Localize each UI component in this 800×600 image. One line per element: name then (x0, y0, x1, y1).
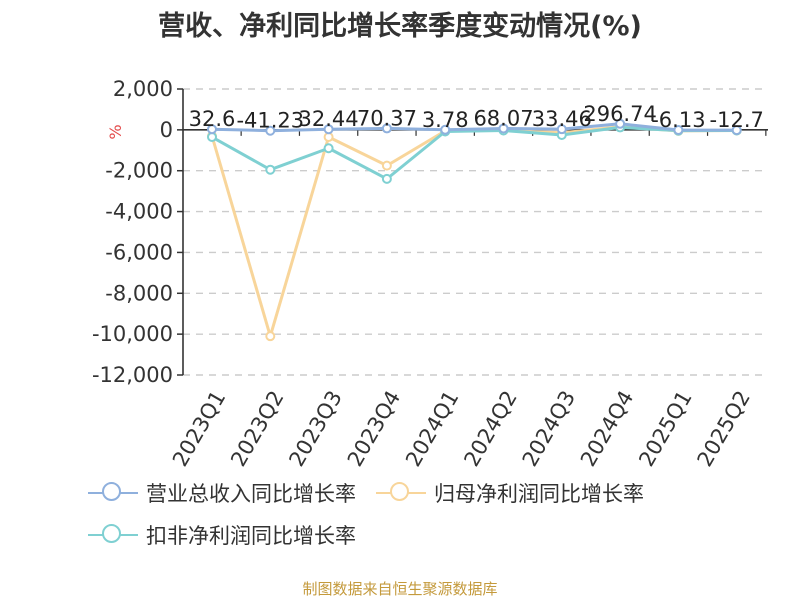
legend-item-revenue[interactable]: 营业总收入同比增长率 (88, 478, 356, 508)
data-label: 33.46 (532, 107, 592, 131)
x-tick-label: 2025Q2 (693, 387, 755, 471)
point-revenue (673, 124, 684, 135)
y-tick-labels: 2,000 0 -2,000 -4,000 -6,000 -8,000 -10,000 -12… (92, 77, 173, 387)
source-note: 制图数据来自恒生聚源数据库 (302, 580, 498, 598)
data-label: 32.6 (189, 107, 236, 131)
data-label: 32.44 (299, 107, 359, 131)
legend-label-deducted-net-profit: 扣非净利润同比增长率 (146, 524, 356, 548)
point-revenue (265, 125, 276, 136)
legend-row-1: 营业总收入同比增长率 归母净利润同比增长率 (88, 478, 664, 508)
legend-item-net-profit[interactable]: 归母净利润同比增长率 (376, 478, 644, 508)
legend-row-2: 扣非净利润同比增长率 (88, 520, 376, 550)
x-tick-label: 2024Q1 (401, 387, 463, 471)
point-revenue (498, 123, 509, 134)
point-revenue (556, 124, 567, 135)
data-label: -12.7 (710, 108, 764, 132)
point-revenue (381, 123, 392, 134)
grid-lines (183, 88, 768, 376)
series-line-deducted-net-profit (211, 125, 737, 181)
data-label: 70.37 (357, 106, 417, 130)
data-label: 3.78 (422, 108, 469, 132)
data-label: -6.13 (651, 108, 705, 132)
point-net-profit (323, 132, 334, 143)
point-revenue (207, 124, 217, 135)
data-label: 296.74 (583, 102, 656, 126)
point-deducted-net-profit (323, 143, 334, 154)
x-tick-label: 2025Q1 (634, 387, 696, 471)
x-tick-label: 2023Q1 (168, 387, 230, 471)
legend-swatch-net-profit (376, 480, 426, 506)
point-deducted-net-profit (207, 132, 217, 143)
y-tick-label: -2,000 (105, 159, 173, 183)
x-tick-label: 2023Q2 (226, 387, 288, 471)
series-line-net-profit (210, 125, 737, 338)
data-label: -41.23 (236, 109, 304, 133)
point-revenue (440, 124, 451, 135)
point-revenue (731, 125, 742, 136)
x-tick-label: 2023Q3 (284, 387, 346, 471)
point-deducted-net-profit (381, 173, 392, 184)
data-label: 68.07 (473, 106, 533, 130)
y-tick-label: -12,000 (92, 363, 173, 387)
x-tick-label: 2023Q4 (343, 387, 405, 471)
y-tick-label: -6,000 (105, 240, 173, 264)
y-tick-label: -10,000 (92, 322, 173, 346)
legend-item-deducted-net-profit[interactable]: 扣非净利润同比增长率 (88, 520, 356, 550)
y-tick-label: -8,000 (105, 281, 173, 305)
point-net-profit (381, 160, 392, 171)
y-unit-label: % (106, 124, 125, 139)
point-revenue (323, 124, 334, 135)
legend-label-net-profit: 归母净利润同比增长率 (434, 482, 644, 506)
point-deducted-net-profit (265, 164, 276, 175)
series-line-revenue (211, 122, 737, 133)
legend-swatch-deducted-net-profit (88, 522, 138, 548)
x-tick-label: 2024Q4 (576, 387, 638, 471)
y-tick-label: 0 (160, 118, 173, 142)
x-tick-label: 2024Q3 (518, 387, 580, 471)
y-tick-label: -4,000 (105, 200, 173, 224)
legend-label-revenue: 营业总收入同比增长率 (146, 482, 356, 506)
x-tick-label: 2024Q2 (459, 387, 521, 471)
y-tick-label: 2,000 (113, 77, 173, 101)
point-net-profit (265, 331, 276, 342)
x-tick-labels: 2023Q12023Q22023Q32023Q42024Q12024Q22024… (168, 387, 755, 471)
point-revenue (615, 118, 626, 129)
series-lines (207, 118, 742, 342)
legend-swatch-revenue (88, 480, 138, 506)
chart-title: 营收、净利同比增长率季度变动情况(%) (158, 11, 642, 42)
